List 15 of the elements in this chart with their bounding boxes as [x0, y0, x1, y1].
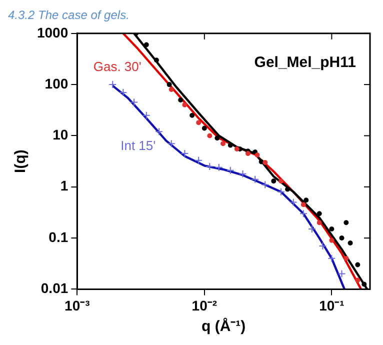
x-tick-label: 10⁻²	[192, 297, 218, 314]
y-tick-label: 0.1	[48, 228, 68, 245]
y-axis-title: I(q)	[12, 150, 30, 173]
y-tick-label: 0.01	[40, 280, 68, 296]
series-label: Int 15'	[120, 138, 156, 154]
x-axis-title: q (Å⁻¹)	[201, 317, 246, 336]
text: Gel_Mel_pH11	[254, 54, 356, 72]
text: Gas. 30'	[93, 59, 142, 74]
x-tick-label: 10⁻³	[64, 297, 90, 314]
y-tick-label: 1	[60, 178, 68, 194]
y-tick-label: 1000	[36, 24, 68, 40]
text: 4.3.2 The case of gels.	[8, 8, 130, 22]
y-tick-label: 10	[52, 126, 68, 143]
y-tick-label: 100	[44, 75, 68, 92]
x-tick-label: 10⁻¹	[319, 297, 345, 314]
